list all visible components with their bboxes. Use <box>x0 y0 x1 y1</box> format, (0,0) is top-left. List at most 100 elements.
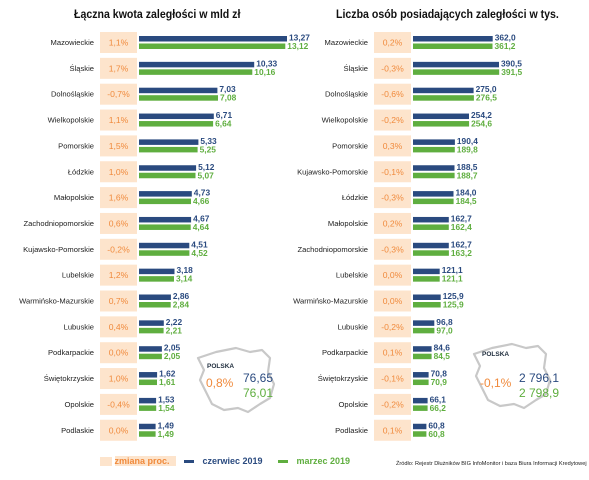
right-bar-june <box>413 165 455 171</box>
right-change-box <box>374 135 411 157</box>
right-value-march: 97,0 <box>436 325 453 335</box>
right-total-change: -0,1% <box>480 376 512 390</box>
left-change-box <box>100 57 137 79</box>
left-change-label: 1,2% <box>109 270 129 280</box>
left-value-march: 2,21 <box>166 325 183 335</box>
right-change-label: -0,3% <box>381 63 404 73</box>
left-bar-june <box>139 268 175 275</box>
right-bar-march <box>413 224 449 230</box>
left-change-box <box>100 342 137 364</box>
left-change-label: 1,1% <box>109 115 129 125</box>
left-value-march: 5,07 <box>198 170 215 180</box>
left-region-label: Dolnośląskie <box>51 90 94 99</box>
right-value-march: 163,2 <box>451 248 472 258</box>
right-value-june: 362,0 <box>495 33 516 43</box>
right-bar-march <box>413 69 500 75</box>
left-bar-june <box>139 165 197 171</box>
left-value-march: 5,25 <box>200 144 217 154</box>
right-value-june: 121,1 <box>442 265 463 275</box>
right-change-box <box>374 83 411 105</box>
right-value-june: 188,5 <box>457 162 478 172</box>
left-bar-june <box>139 36 287 42</box>
left-bar-june <box>139 397 157 404</box>
right-bar-june <box>413 36 493 42</box>
right-value-june: 390,5 <box>501 58 522 68</box>
left-bar-june <box>139 139 199 145</box>
right-change-box <box>374 290 411 312</box>
left-change-box <box>100 368 137 390</box>
right-region-label: Lubuskie <box>338 322 368 331</box>
left-change-box <box>100 161 137 183</box>
right-region-label: Podlaskie <box>335 426 368 435</box>
right-change-label: -0,2% <box>381 399 404 409</box>
left-region-label: Wielkopolskie <box>48 116 94 125</box>
left-region-label: Mazowieckie <box>51 38 94 47</box>
left-value-march: 7,08 <box>220 93 237 103</box>
right-bar-march <box>413 379 429 386</box>
right-value-march: 162,4 <box>451 222 472 232</box>
left-change-box <box>100 290 137 312</box>
right-change-label: 0,1% <box>383 348 403 358</box>
left-change-label: 0,6% <box>109 218 129 228</box>
left-value-june: 2,05 <box>164 343 181 353</box>
right-chart-title: Liczba osób posiadających zaległości w t… <box>336 9 559 21</box>
left-change-label: 0,0% <box>109 425 129 435</box>
left-region-label: Kujawsko-Pomorskie <box>23 245 94 254</box>
right-region-label: Łódzkie <box>342 193 368 202</box>
left-change-box <box>100 212 137 234</box>
right-change-box <box>374 342 411 364</box>
left-change-box <box>100 109 137 131</box>
source-note: Źródło: Rejestr Dłużników BIG InfoMonito… <box>396 461 587 467</box>
left-value-june: 4,51 <box>191 239 208 249</box>
left-value-march: 13,12 <box>287 41 308 51</box>
right-value-june: 96,8 <box>436 317 453 327</box>
right-bar-june <box>413 268 440 275</box>
left-bar-june <box>139 294 171 300</box>
right-region-label: Śląskie <box>344 64 368 73</box>
legend-change-swatch <box>100 457 112 467</box>
left-bar-march <box>139 69 253 75</box>
left-value-march: 4,66 <box>193 196 210 206</box>
right-bar-march <box>413 353 432 360</box>
right-region-label: Wielkopolskie <box>322 116 368 125</box>
left-region-label: Świętokrzyskie <box>44 374 94 383</box>
legend-march-label: marzec 2019 <box>296 456 351 466</box>
right-change-box <box>374 57 411 79</box>
left-value-june: 10,33 <box>256 58 277 68</box>
left-change-label: 1,0% <box>109 374 129 384</box>
left-change-label: -0,4% <box>107 399 130 409</box>
right-change-box <box>374 161 411 183</box>
right-change-box <box>374 393 411 415</box>
right-bar-march <box>413 327 435 334</box>
left-bar-june <box>139 87 218 94</box>
left-region-label: Pomorskie <box>58 141 94 150</box>
right-region-label: Mazowieckie <box>325 38 368 47</box>
left-bar-march <box>139 405 157 411</box>
left-region-label: Opolskie <box>64 400 94 409</box>
left-bar-june <box>139 61 255 68</box>
right-change-box <box>374 238 411 260</box>
right-change-box <box>374 419 411 441</box>
left-bar-june <box>139 320 164 326</box>
right-value-june: 275,0 <box>476 84 497 94</box>
left-value-march: 4,64 <box>193 222 210 232</box>
right-value-june: 60,8 <box>428 420 445 430</box>
left-value-june: 1,53 <box>158 394 175 404</box>
left-region-label: Podlaskie <box>61 426 94 435</box>
left-chart-title: Łączna kwota zaległości w mld zł <box>74 9 241 21</box>
left-value-march: 10,16 <box>254 67 275 77</box>
right-region-label: Pomorskie <box>332 141 368 150</box>
left-total-march: 76,01 <box>243 386 274 400</box>
left-change-label: 1,1% <box>109 38 129 48</box>
left-value-march: 1,54 <box>158 403 175 413</box>
left-value-march: 2,84 <box>173 300 190 310</box>
left-value-march: 6,64 <box>215 119 232 129</box>
left-change-label: 0,0% <box>109 348 129 358</box>
right-bar-june <box>413 372 429 378</box>
right-total-label: POLSKA <box>482 351 510 358</box>
left-value-june: 3,18 <box>177 265 194 275</box>
right-change-box <box>374 316 411 338</box>
left-bar-march <box>139 327 164 334</box>
right-change-label: -0,1% <box>381 167 404 177</box>
right-change-label: 0,2% <box>383 218 403 228</box>
